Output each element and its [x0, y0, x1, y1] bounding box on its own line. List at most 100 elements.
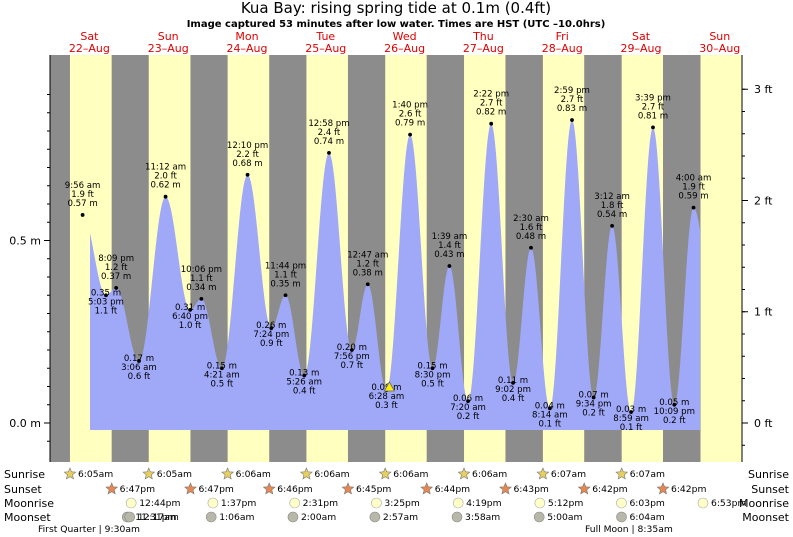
- moonrise-time: 5:12pm: [548, 498, 583, 509]
- tide-point: [570, 118, 574, 122]
- tide-time: 7:20 am: [450, 403, 486, 413]
- tide-point: [349, 348, 354, 352]
- day-date: 22–Aug: [69, 42, 110, 55]
- tide-m: 0.15 m: [207, 361, 237, 371]
- tide-m: 0.54 m: [597, 210, 627, 220]
- moonset-icon: [451, 511, 463, 523]
- tide-time: 12:47 am: [347, 250, 388, 260]
- sun-star-icon: [142, 467, 156, 480]
- tide-m: 0.43 m: [434, 250, 464, 260]
- moonrise-time: 6:53pm: [711, 498, 746, 509]
- tide-ft: 2.6 ft: [399, 110, 422, 120]
- tide-ft: 1.1 ft: [190, 274, 213, 284]
- tide-ft: 2.4 ft: [318, 128, 341, 138]
- tide-m: 0.11 m: [498, 376, 528, 386]
- tide-ft: 1.2 ft: [105, 263, 128, 273]
- sunrise-time: 6:07am: [630, 469, 665, 480]
- sun-star-icon: [457, 467, 471, 480]
- tide-area: [90, 120, 700, 430]
- tide-point: [547, 406, 552, 411]
- tide-point: [529, 245, 533, 250]
- tide-time: 6:40 pm: [172, 312, 208, 322]
- sunset-time: 6:44pm: [435, 484, 470, 495]
- tide-ft: 1.0 ft: [179, 321, 202, 331]
- day-band: [700, 55, 742, 462]
- tide-ft: 1.9 ft: [682, 183, 705, 193]
- sun-star-icon: [577, 482, 591, 495]
- tide-ft: 1.6 ft: [520, 223, 543, 233]
- tide-time: 5:03 pm: [88, 297, 124, 307]
- sunrise-time: 6:06am: [236, 469, 271, 480]
- tide-m: 0.07 m: [578, 390, 608, 400]
- tide-ft: 0.4 ft: [293, 387, 316, 397]
- sunset-time: 6:46pm: [277, 484, 312, 495]
- tide-point: [629, 410, 633, 414]
- moonrise-icon: [289, 497, 300, 509]
- tide-m: 0.26 m: [256, 321, 286, 331]
- left-tick-label: 0.5 m: [9, 235, 41, 248]
- moonrise-time: 4:19pm: [466, 498, 501, 509]
- tide-time: 8:59 am: [613, 414, 649, 424]
- tide-m: 0.15 m: [417, 361, 447, 371]
- sunset-row-label: Sunset: [4, 483, 42, 496]
- tide-time: 8:09 pm: [98, 254, 134, 264]
- tide-point: [430, 366, 435, 371]
- sunrise-row-label-right: Sunrise: [748, 468, 789, 481]
- tide-m: 0.81 m: [638, 111, 668, 121]
- tide-point: [245, 172, 250, 177]
- tide-time: 8:30 pm: [415, 370, 451, 380]
- tide-time: 4:21 am: [204, 370, 240, 380]
- tide-point: [104, 293, 108, 298]
- sunrise-row-label: Sunrise: [4, 468, 45, 481]
- sun-star-icon: [499, 482, 512, 495]
- tide-m: 0.57 m: [67, 199, 97, 209]
- tide-point: [365, 282, 370, 287]
- moonset-time: 12:17am: [138, 512, 179, 523]
- moonset-time: 6:04am: [630, 512, 665, 523]
- day-date: 25–Aug: [305, 42, 346, 55]
- day-name: Fri: [556, 30, 569, 43]
- tide-ft: 0.7 ft: [341, 361, 364, 371]
- sun-star-icon: [105, 482, 119, 495]
- tide-m: 0.20 m: [337, 343, 367, 353]
- tide-time: 5:26 am: [286, 378, 322, 388]
- tide-point: [269, 326, 274, 330]
- tide-m: 0.35 m: [91, 288, 121, 298]
- sun-star-icon: [221, 467, 235, 480]
- tide-m: 0.04 m: [535, 401, 565, 411]
- right-tick-label: 2 ft: [754, 194, 773, 207]
- moonrise-row-label: Moonrise: [4, 497, 54, 510]
- sun-star-icon: [262, 482, 276, 495]
- tide-ft: 2.7 ft: [480, 99, 503, 109]
- sun-star-icon: [656, 482, 670, 495]
- moonrise-time: 12:44pm: [139, 498, 180, 509]
- tide-ft: 2.2 ft: [236, 150, 259, 160]
- tide-time: 9:56 am: [65, 181, 101, 191]
- moon-phase-full-moon: Full Moon | 8:35am: [585, 524, 673, 535]
- day-date: 26–Aug: [384, 42, 425, 55]
- tide-point: [511, 380, 515, 385]
- left-tick-label: 0.0 m: [9, 417, 41, 430]
- tide-m: 0.38 m: [353, 268, 383, 278]
- tide-ft: 2.7 ft: [642, 102, 665, 112]
- day-name: Sun: [709, 30, 730, 43]
- tide-time: 11:44 pm: [265, 261, 306, 271]
- tide-ft: 0.1 ft: [620, 423, 643, 433]
- day-name: Tue: [315, 30, 335, 43]
- moonrise-row-label-right: Moonrise: [739, 497, 789, 510]
- tide-ft: 2.0 ft: [154, 172, 177, 182]
- sunrise-time: 6:05am: [157, 469, 192, 480]
- sun-star-icon: [184, 482, 197, 495]
- moonrise-time: 1:37pm: [221, 498, 256, 509]
- moonset-icon: [616, 511, 627, 523]
- tide-ft: 0.2 ft: [663, 416, 686, 426]
- tide-m: 0.82 m: [476, 108, 506, 118]
- day-name: Sat: [80, 30, 99, 43]
- moonrise-icon: [371, 497, 382, 509]
- tide-point: [219, 366, 224, 371]
- moonrise-time: 2:31pm: [303, 498, 338, 509]
- tide-point: [199, 297, 204, 301]
- sunset-row-label-right: Sunset: [751, 483, 789, 496]
